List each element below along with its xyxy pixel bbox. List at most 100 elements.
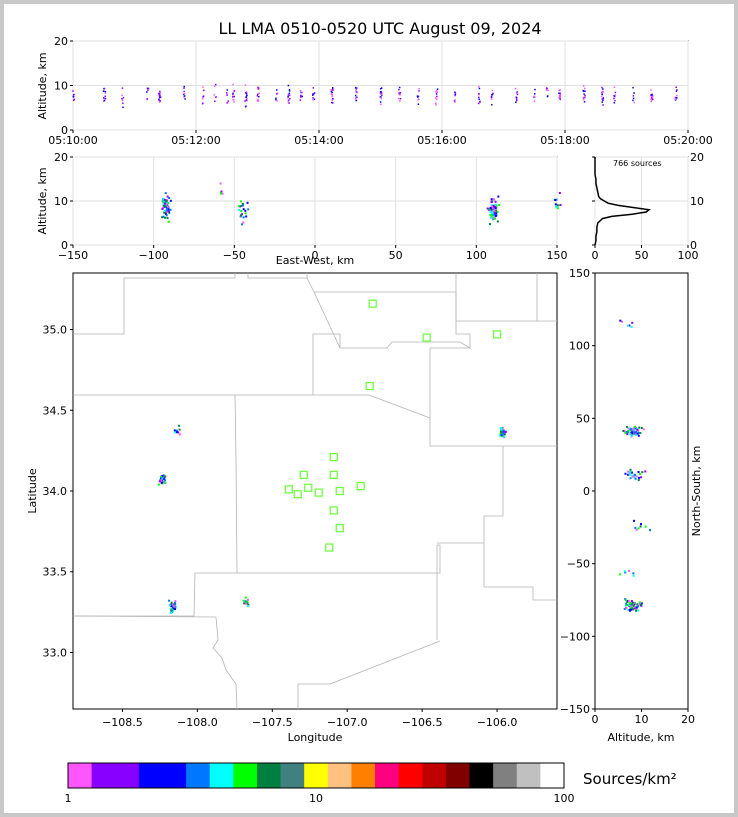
time-altitude-source bbox=[533, 96, 536, 98]
east-west-source bbox=[555, 205, 558, 208]
lma-station-marker bbox=[422, 333, 431, 342]
north-south-source bbox=[640, 476, 643, 479]
east-west-source bbox=[166, 195, 169, 198]
east-west-source bbox=[166, 217, 169, 220]
north-south-source bbox=[637, 471, 640, 474]
colorbar-cell bbox=[351, 763, 376, 788]
plan-view-source bbox=[178, 433, 181, 436]
east-west-source bbox=[163, 205, 166, 208]
east-west-source bbox=[162, 206, 165, 209]
longitude-tick-label: −107.0 bbox=[327, 716, 368, 729]
time-altitude-source bbox=[232, 98, 234, 101]
time-altitude-source bbox=[398, 92, 400, 94]
east-west-source bbox=[163, 209, 166, 212]
time-altitude-source bbox=[246, 97, 248, 100]
time-altitude-source bbox=[559, 97, 561, 99]
time-altitude-source bbox=[478, 87, 481, 90]
time-altitude-source bbox=[158, 93, 160, 96]
time-tick-label: 05:10:00 bbox=[48, 134, 97, 147]
lma-station-marker bbox=[284, 485, 293, 494]
time-altitude-source bbox=[601, 98, 604, 100]
time-altitude-source bbox=[516, 93, 519, 96]
time-altitude-source bbox=[202, 96, 204, 98]
east-west-source bbox=[486, 207, 489, 210]
altitude-north-south-frame bbox=[594, 272, 689, 710]
east-west-source bbox=[165, 212, 168, 215]
time-altitude-source bbox=[256, 93, 259, 96]
time-altitude-source bbox=[258, 87, 260, 89]
east-west-source bbox=[164, 211, 167, 214]
east-west-source bbox=[165, 207, 168, 210]
time-altitude-source bbox=[214, 83, 217, 86]
time-altitude-panel: 05:10:00 05:12:00 05:14:00 05:16:00 05:18:00… bbox=[36, 35, 713, 147]
time-altitude-source bbox=[379, 87, 382, 90]
east-west-source bbox=[167, 209, 170, 212]
time-altitude-source bbox=[355, 96, 358, 98]
time-altitude-source bbox=[213, 85, 216, 87]
lma-station-marker bbox=[293, 490, 302, 499]
east-west-source bbox=[247, 208, 250, 211]
colorbar: 1 10 100 Sources/km² bbox=[65, 762, 677, 805]
time-altitude-source bbox=[159, 90, 161, 93]
time-altitude-source bbox=[313, 98, 316, 100]
plan-view-source bbox=[161, 477, 164, 480]
east-west-source bbox=[166, 205, 169, 208]
county-borders bbox=[72, 273, 557, 710]
plan-view-source bbox=[157, 483, 160, 486]
time-altitude-source bbox=[312, 97, 314, 99]
lma-station-marker bbox=[325, 543, 334, 552]
time-altitude-source bbox=[257, 86, 259, 89]
time-altitude-source bbox=[330, 90, 333, 93]
north-south-source bbox=[637, 479, 640, 482]
east-west-source bbox=[493, 210, 496, 213]
time-altitude-source bbox=[287, 100, 289, 103]
time-altitude-source bbox=[558, 95, 561, 97]
north-south-ylabel: North-South, km bbox=[690, 446, 703, 537]
north-south-source bbox=[631, 608, 634, 611]
time-altitude-source bbox=[258, 92, 260, 95]
time-altitude-source bbox=[287, 84, 290, 87]
north-south-tick-label: 150 bbox=[569, 267, 590, 280]
north-south-source bbox=[633, 476, 636, 479]
plan-view-source bbox=[174, 606, 177, 609]
north-south-tick-label: 100 bbox=[569, 340, 590, 353]
time-altitude-source bbox=[288, 102, 290, 104]
time-altitude-source bbox=[104, 90, 107, 93]
histogram-source-count: 766 sources bbox=[613, 159, 662, 168]
time-altitude-source bbox=[534, 88, 536, 91]
north-south-tick-label: −50 bbox=[567, 558, 590, 571]
time-altitude-source bbox=[202, 102, 204, 105]
north-south-tick-label: −100 bbox=[560, 630, 590, 643]
east-west-source bbox=[238, 208, 241, 211]
time-altitude-source bbox=[584, 87, 586, 90]
time-altitude-source bbox=[633, 101, 636, 104]
time-tick-label: 05:14:00 bbox=[294, 134, 343, 147]
north-south-tick-label: 0 bbox=[583, 485, 590, 498]
time-altitude-source bbox=[276, 99, 278, 102]
east-west-source bbox=[489, 214, 492, 217]
plan-view-source bbox=[173, 429, 176, 432]
east-west-source bbox=[496, 220, 499, 223]
time-altitude-source bbox=[399, 100, 401, 102]
plan-view-source bbox=[242, 599, 245, 602]
east-west-source bbox=[554, 198, 557, 201]
time-altitude-source bbox=[490, 98, 493, 100]
north-south-source bbox=[626, 600, 629, 603]
plan-view-source bbox=[171, 607, 174, 610]
east-west-source bbox=[494, 200, 497, 203]
time-altitude-source bbox=[158, 99, 160, 101]
north-south-source bbox=[633, 428, 636, 431]
colorbar-cell bbox=[540, 763, 565, 788]
north-south-source bbox=[639, 523, 642, 526]
altitude-tick-label: 0 bbox=[592, 713, 599, 726]
time-altitude-source bbox=[650, 98, 652, 101]
time-altitude-source bbox=[614, 99, 616, 102]
north-south-source bbox=[640, 602, 643, 605]
time-altitude-source bbox=[602, 104, 604, 106]
figure-title: LL LMA 0510-0520 UTC August 09, 2024 bbox=[218, 19, 541, 38]
east-west-source bbox=[490, 198, 493, 201]
time-altitude-source bbox=[245, 91, 248, 93]
plan-view-source bbox=[163, 476, 166, 479]
time-altitude-source bbox=[398, 88, 400, 91]
